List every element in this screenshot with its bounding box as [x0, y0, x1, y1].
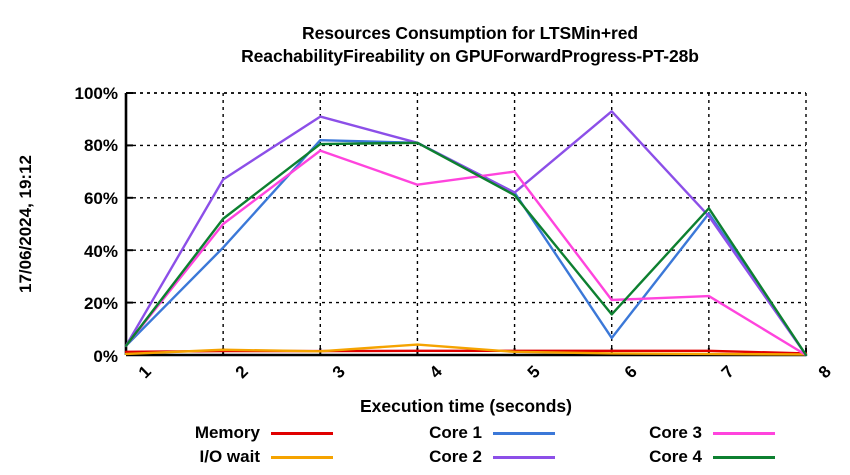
- legend-label-core-3: Core 3: [649, 423, 702, 442]
- legend-swatch-core-2: [493, 455, 555, 459]
- gridlines: [126, 92, 806, 355]
- legend-entry-core-2: Core 2: [378, 446, 555, 468]
- legend-entry-memory: Memory: [156, 422, 333, 444]
- x-axis-title: Execution time (seconds): [360, 396, 572, 416]
- chart-title-line-1: Resources Consumption for LTSMin+red: [302, 23, 638, 43]
- legend-label-memory: Memory: [194, 423, 260, 442]
- y-tick-20: 20%: [83, 294, 118, 313]
- y-tick-100: 100%: [74, 84, 118, 103]
- plot-frame: [124, 92, 807, 357]
- legend-swatch-core-1: [493, 431, 555, 435]
- legend-swatch-core-3: [713, 431, 775, 435]
- legend-entry-core-3: Core 3: [598, 422, 775, 444]
- legend-label-io-wait: I/O wait: [199, 447, 260, 466]
- legend-label-core-1: Core 1: [429, 423, 482, 442]
- chart-title-line-2: ReachabilityFireability on GPUForwardPro…: [241, 46, 699, 66]
- series-line-core-3: [124, 149, 808, 357]
- chart-legend: Memory I/O wait Core 1 Core 2 Core 3 Cor…: [126, 422, 826, 470]
- legend-label-core-4: Core 4: [649, 447, 702, 466]
- series-line-core-4: [124, 141, 808, 357]
- y-tick-60: 60%: [83, 189, 118, 208]
- y-tick-40: 40%: [83, 242, 118, 261]
- y-tick-0: 0%: [93, 347, 118, 366]
- legend-entry-core-1: Core 1: [378, 422, 555, 444]
- legend-label-core-2: Core 2: [429, 447, 482, 466]
- series-line-i-o-wait: [124, 343, 808, 356]
- series-line-core-2: [124, 110, 808, 357]
- legend-swatch-core-4: [713, 455, 775, 459]
- y-tick-80: 80%: [83, 136, 118, 155]
- legend-swatch-memory: [271, 431, 333, 435]
- y-axis-tick-labels: 100% 80% 60% 40% 20% 0%: [46, 0, 118, 475]
- series-line-core-1: [124, 138, 808, 357]
- legend-swatch-io-wait: [271, 455, 333, 459]
- chart-title: Resources Consumption for LTSMin+red Rea…: [120, 22, 820, 68]
- legend-entry-core-4: Core 4: [598, 446, 775, 468]
- series-lines: [124, 110, 808, 357]
- legend-entry-io-wait: I/O wait: [156, 446, 333, 468]
